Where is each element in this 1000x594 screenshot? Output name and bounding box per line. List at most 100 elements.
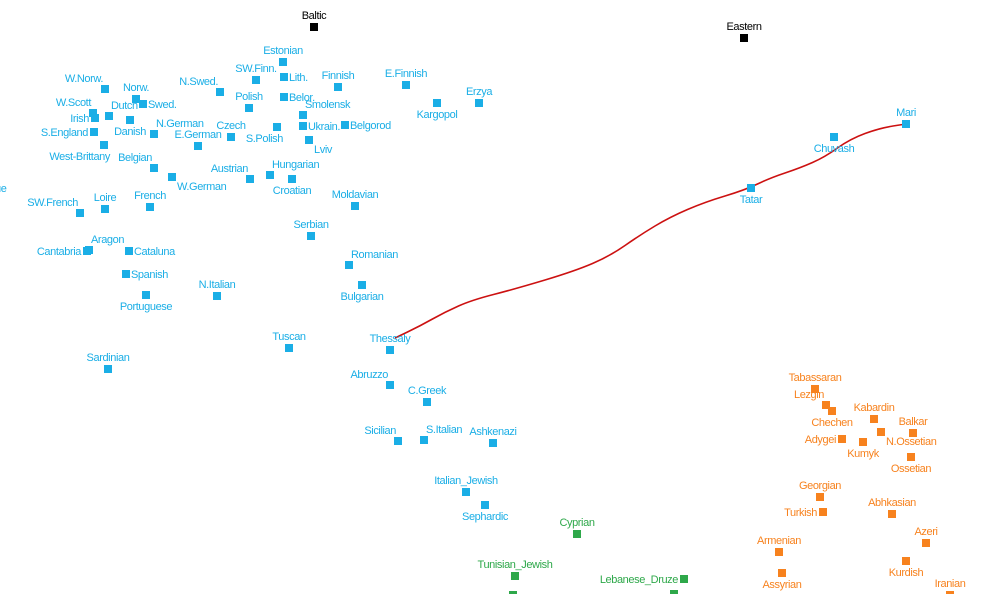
- point-label: Sardinian: [87, 352, 130, 364]
- point-marker-irish: [91, 114, 99, 122]
- point-label: Smolensk: [305, 99, 351, 111]
- point-marker-danish: [126, 116, 134, 124]
- point-marker-italian-jewish: [462, 488, 470, 496]
- point-label: Azeri: [914, 526, 937, 538]
- point-label: N.Swed.: [179, 76, 218, 88]
- point-label: Aragon: [91, 234, 124, 246]
- point-label: SW.French: [27, 197, 78, 209]
- point-marker-w-german: [168, 173, 176, 181]
- point-marker-thessaly: [386, 346, 394, 354]
- point-marker-erzya: [475, 99, 483, 107]
- point-marker-west-brittany: [100, 141, 108, 149]
- point-label: E.Finnish: [385, 68, 428, 80]
- point-marker-sw-french: [76, 209, 84, 217]
- point-marker-romanian: [345, 261, 353, 269]
- point-marker-balkar: [909, 429, 917, 437]
- point-marker-sw-finn-: [252, 76, 260, 84]
- point-marker-tatar: [747, 184, 755, 192]
- point-marker-armenian: [775, 548, 783, 556]
- point-marker-mari: [902, 120, 910, 128]
- point-label: Danish: [114, 126, 146, 138]
- point-label: Lezgin: [794, 389, 824, 401]
- point-marker-abhkasian: [888, 510, 896, 518]
- point-label: Norw.: [123, 82, 149, 94]
- point-marker-lebanese-druze: [680, 575, 688, 583]
- point-marker-ukrain-: [299, 122, 307, 130]
- point-label: N.Italian: [199, 279, 236, 291]
- point-label: W.German: [177, 181, 227, 193]
- point-marker-serbian: [307, 232, 315, 240]
- point-marker-s-england: [90, 128, 98, 136]
- point-label: Tatar: [740, 194, 763, 206]
- point-marker-kabardin: [870, 415, 878, 423]
- point-label: Italian_Jewish: [434, 475, 498, 487]
- point-label: Lebanese_Druze: [600, 574, 678, 586]
- point-marker-e-finnish: [402, 81, 410, 89]
- point-label: Kumyk: [847, 448, 880, 460]
- point-label: Georgian: [799, 480, 841, 492]
- point-label: Portuguese: [120, 301, 173, 313]
- point-label: S.Italian: [426, 424, 462, 436]
- point-label: Chuvash: [814, 143, 855, 155]
- point-label: Estonian: [263, 45, 303, 57]
- point-marker-iranian: [946, 591, 954, 594]
- point-label: Sicilian: [364, 425, 396, 437]
- point-label: Thessaly: [370, 333, 412, 345]
- point-label: Ashkenazi: [469, 426, 516, 438]
- point-label: Abhkasian: [868, 497, 916, 509]
- point-marker-abruzzo: [386, 381, 394, 389]
- point-label: Assyrian: [763, 579, 802, 591]
- point-label: Tabassaran: [789, 372, 842, 384]
- point-marker-sicilian: [394, 437, 402, 445]
- point-label: Sephardic: [462, 511, 509, 523]
- point-marker-w-scott: [89, 109, 97, 117]
- point-marker-sephardic: [481, 501, 489, 509]
- point-label: N.Ossetian: [886, 436, 937, 448]
- point-label: Serbian: [293, 219, 328, 231]
- point-label: Ukrain.: [308, 121, 340, 133]
- point-marker-french: [146, 203, 154, 211]
- point-label: Belor.: [289, 92, 315, 104]
- point-label: Erzya: [466, 86, 493, 98]
- point-label: Irish: [70, 113, 89, 125]
- point-label: E.German: [175, 129, 222, 141]
- point-marker-e-german: [194, 142, 202, 150]
- point-marker-estonian: [279, 58, 287, 66]
- point-label: Croatian: [273, 185, 312, 197]
- point-label: W.Norw.: [65, 73, 103, 85]
- point-marker-c-greek: [423, 398, 431, 406]
- point-marker-norw-: [132, 95, 140, 103]
- point-marker-tunisian-jewish: [511, 572, 519, 580]
- point-marker-georgian: [816, 493, 824, 501]
- point-label: Iranian: [935, 578, 966, 590]
- point-marker-polish: [245, 104, 253, 112]
- point-marker-n-german: [150, 130, 158, 138]
- point-marker-baltic: [310, 23, 318, 31]
- point-marker-smolensk: [299, 111, 307, 119]
- point-marker-kargopol: [433, 99, 441, 107]
- point-marker-czech: [227, 133, 235, 141]
- point-marker-spanish: [122, 270, 130, 278]
- point-marker-assyrian: [778, 569, 786, 577]
- point-label: ue: [0, 183, 7, 195]
- point-marker-w-norw-: [101, 85, 109, 93]
- point-marker-unlabeled: [670, 590, 678, 594]
- point-label: French: [134, 190, 166, 202]
- point-marker-turkish: [819, 508, 827, 516]
- point-marker-kumyk: [859, 438, 867, 446]
- point-label: Tuscan: [272, 331, 306, 343]
- points-layer: Baltic Eastern Estonian SW.Finn. Lith. Finnis…: [0, 10, 966, 594]
- point-label: Adygei: [805, 434, 836, 446]
- point-label: Mari: [896, 107, 916, 119]
- point-label: Czech: [216, 120, 245, 132]
- point-label: Finnish: [322, 70, 355, 82]
- point-label: Austrian: [211, 163, 248, 175]
- point-marker-bulgarian: [358, 281, 366, 289]
- point-marker-ashkenazi: [489, 439, 497, 447]
- point-marker-lezgin: [822, 401, 830, 409]
- point-label: Baltic: [302, 10, 327, 22]
- point-marker-chuvash: [830, 133, 838, 141]
- point-label: N.German: [156, 118, 204, 130]
- point-marker-hungarian: [266, 171, 274, 179]
- point-label: Bulgarian: [341, 291, 384, 303]
